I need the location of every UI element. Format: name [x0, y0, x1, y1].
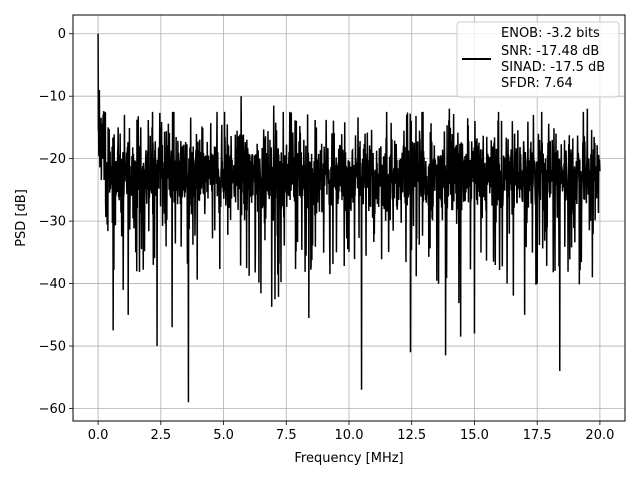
x-tick-label: 17.5	[523, 428, 552, 443]
y-tick-label: −50	[39, 340, 66, 355]
y-tick-label: 0	[58, 27, 66, 42]
y-tick-label: −30	[39, 215, 66, 230]
legend-entry-enob: ENOB: -3.2 bits	[501, 26, 600, 41]
legend-entry-sfdr: SFDR: 7.64	[501, 76, 573, 91]
legend-entry-sinad: SINAD: -17.5 dB	[501, 60, 605, 75]
x-tick-label: 20.0	[585, 428, 614, 443]
y-tick-label: −40	[39, 277, 66, 292]
legend: ENOB: -3.2 bits SNR: -17.48 dB SINAD: -1…	[456, 21, 620, 98]
x-tick-label: 7.5	[276, 428, 297, 443]
psd-line	[97, 33, 601, 403]
x-tick-label: 0.0	[88, 428, 109, 443]
y-tick-label: −10	[39, 90, 66, 105]
legend-entry-snr: SNR: -17.48 dB	[501, 44, 599, 59]
x-tick-label: 15.0	[460, 428, 489, 443]
x-tick-label: 12.5	[397, 428, 426, 443]
x-tick-label: 2.5	[150, 428, 171, 443]
x-axis-label: Frequency [MHz]	[294, 451, 403, 466]
y-axis-ticks: 0 −10 −20 −30 −40 −50 −60	[39, 27, 73, 417]
x-tick-label: 5.0	[213, 428, 234, 443]
x-axis-ticks: 0.0 2.5 5.0 7.5 10.0 12.5 15.0 17.5 20.0	[88, 421, 614, 443]
y-tick-label: −60	[39, 402, 66, 417]
x-tick-label: 10.0	[335, 428, 364, 443]
y-tick-label: −20	[39, 152, 66, 167]
legend-box	[456, 21, 620, 98]
y-axis-label: PSD [dB]	[14, 189, 29, 247]
psd-trace	[97, 33, 601, 403]
